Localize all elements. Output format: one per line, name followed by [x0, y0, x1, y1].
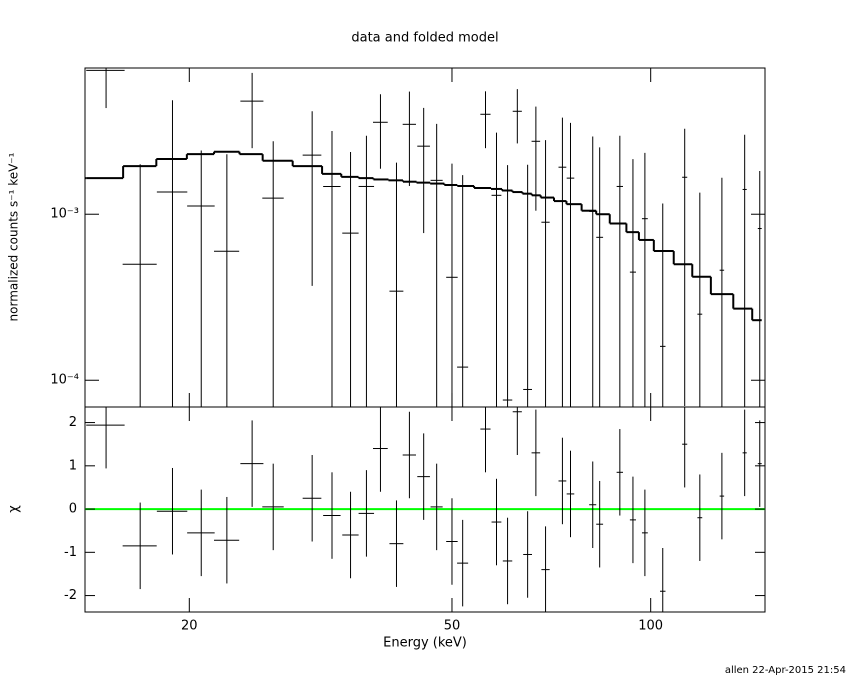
- y-tick-label: 10⁻³: [50, 207, 79, 222]
- y-axis-label: normalized counts s⁻¹ keV⁻¹: [7, 152, 21, 321]
- chart-title: data and folded model: [351, 31, 498, 46]
- x-tick-label: 100: [638, 619, 663, 634]
- y-tick-label: 2: [69, 415, 77, 430]
- bottom-plot: [85, 407, 765, 612]
- y-tick-label: -2: [64, 588, 77, 603]
- x-tick-label: 20: [181, 619, 198, 634]
- x-tick-label: 50: [444, 619, 461, 634]
- footer: allen 22-Apr-2015 21:54: [725, 665, 846, 676]
- y-tick-label: 1: [69, 458, 77, 473]
- y-axis-label: χ: [7, 505, 22, 513]
- y-tick-label: -1: [64, 545, 77, 560]
- x-axis-label: Energy (keV): [383, 636, 467, 651]
- y-tick-label: 10⁻⁴: [50, 373, 79, 388]
- y-tick-label: 0: [69, 502, 77, 517]
- top-plot: [85, 68, 762, 407]
